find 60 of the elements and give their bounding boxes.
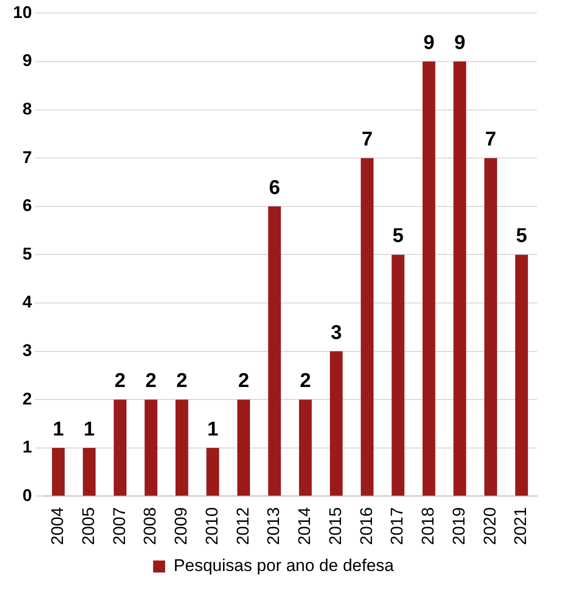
data-label: 2 [145,370,157,392]
y-tick-label: 10 [12,2,32,22]
y-tick-label: 3 [22,340,32,360]
x-tick-label: 2020 [480,507,500,546]
bar [299,400,312,496]
x-tick-label: 2016 [356,507,376,546]
x-tick-label: 2007 [110,507,129,546]
y-tick-label: 5 [22,244,32,264]
data-label: 2 [238,370,250,392]
x-tick-label: 2004 [48,507,68,546]
data-label: 6 [268,176,280,199]
data-label: 2 [176,370,188,392]
bar [52,448,65,496]
x-tick-label: 2013 [264,507,284,546]
bar [206,448,220,496]
x-tick-label: 2017 [388,507,407,546]
data-label: 7 [362,128,373,151]
x-tick-label: 2019 [449,507,468,546]
bar [237,400,250,496]
bar [114,400,126,496]
y-tick-label: 2 [22,389,32,408]
legend-label: Pesquisas por ano de defesa [174,556,394,576]
data-label: 9 [454,32,466,54]
x-tick-label: 2021 [511,507,530,546]
x-tick-label: 2018 [418,507,438,546]
data-label: 3 [330,322,342,344]
bar [453,62,466,496]
bar [176,400,188,496]
x-tick-label: 2014 [295,507,314,546]
bar [515,254,528,496]
y-tick-label: 1 [22,438,32,457]
y-tick-label: 4 [22,292,32,312]
bar [82,448,96,496]
x-tick-label: 2010 [202,507,222,546]
bar [360,158,374,496]
data-label: 5 [516,225,528,248]
data-label: 2 [114,370,126,392]
data-label: 1 [52,418,64,440]
bar [484,158,498,496]
bar [144,400,158,496]
y-tick-label: 6 [22,196,32,216]
data-label: 1 [207,418,218,440]
x-tick-label: 2009 [172,507,191,546]
x-tick-label: 2015 [326,507,345,546]
y-tick-label: 8 [22,99,32,118]
data-label: 7 [485,128,496,151]
data-label: 1 [84,418,95,440]
x-tick-label: 2008 [140,507,160,546]
bar [268,206,281,496]
x-tick-label: 2005 [78,507,98,546]
data-label: 2 [300,370,311,392]
x-tick-label: 2012 [233,507,252,546]
data-label: 5 [392,225,404,248]
bar [422,62,436,496]
y-tick-label: 0 [22,486,32,505]
data-label: 9 [423,32,434,54]
y-tick-label: 9 [22,51,32,70]
bar [392,254,404,496]
bar [330,351,343,496]
y-tick-label: 7 [22,148,32,167]
